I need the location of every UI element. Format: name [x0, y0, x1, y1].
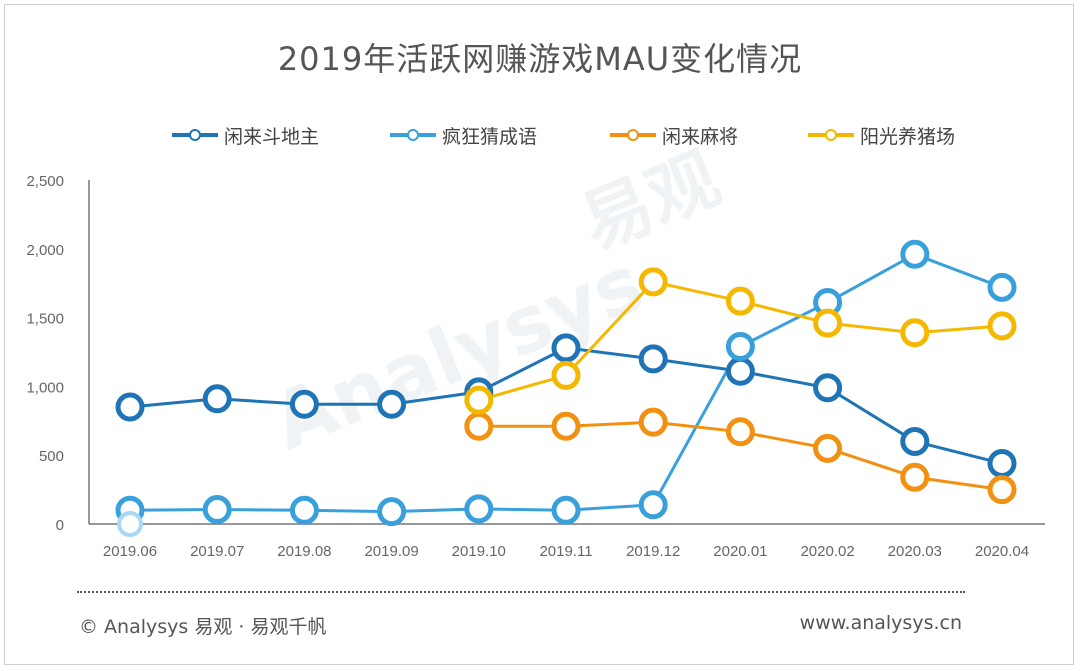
y-tick-label: 1,000 — [26, 379, 64, 396]
series-0-point — [725, 356, 755, 386]
x-tick-label: 2020.01 — [713, 543, 767, 560]
x-tick-label: 2019.08 — [277, 543, 331, 560]
chart-frame — [4, 4, 1074, 665]
x-tick-label: 2020.03 — [888, 543, 942, 560]
series-3-point — [464, 385, 494, 415]
y-tick-label: 0 — [56, 517, 64, 534]
legend-swatch-2 — [610, 129, 656, 141]
x-tick-label: 2019.09 — [364, 543, 418, 560]
series-3-point — [813, 308, 843, 338]
x-tick-label: 2019.06 — [103, 543, 157, 560]
series-3-point — [900, 318, 930, 348]
series-2-point — [987, 475, 1017, 505]
series-0-point — [289, 389, 319, 419]
series-0-point — [813, 373, 843, 403]
series-0-point — [377, 389, 407, 419]
series-0-point — [551, 333, 581, 363]
legend-item-1: 疯狂猜成语 — [390, 118, 537, 152]
footer-website: www.analysys.cn — [799, 612, 962, 634]
y-tick-label: 2,500 — [26, 173, 64, 190]
legend-item-0: 闲来斗地主 — [172, 118, 319, 152]
series-3-point — [551, 360, 581, 390]
series-3-point — [987, 311, 1017, 341]
series-2-point — [725, 417, 755, 447]
series-0-point — [115, 392, 145, 422]
legend-label-3: 阳光养猪场 — [860, 125, 956, 148]
legend-swatch-1 — [390, 129, 436, 141]
x-tick-label: 2019.11 — [539, 543, 592, 560]
series-0-point — [900, 426, 930, 456]
series-1-point — [289, 495, 319, 525]
footer-divider — [77, 591, 965, 593]
series-1-point — [464, 494, 494, 524]
series-3-point — [725, 286, 755, 316]
series-1-point — [638, 490, 668, 520]
series-2-point — [551, 411, 581, 441]
series-1-point — [900, 239, 930, 269]
chart-title: 2019年活跃网赚游戏MAU变化情况 — [277, 40, 803, 78]
series-2-point — [638, 407, 668, 437]
x-tick-label: 2019.10 — [452, 543, 506, 560]
x-tick-label: 2020.02 — [800, 543, 854, 560]
series-0-point — [638, 344, 668, 374]
series-2-point — [900, 462, 930, 492]
legend-swatch-0 — [172, 129, 218, 141]
series-0-point — [987, 448, 1017, 478]
series-1-point — [377, 497, 407, 527]
x-tick-label: 2020.04 — [975, 543, 1029, 560]
legend-label-2: 闲来麻将 — [662, 125, 739, 148]
series-3-point — [638, 267, 668, 297]
legend-item-3: 阳光养猪场 — [808, 118, 955, 152]
series-1-point — [551, 495, 581, 525]
legend-label-1: 疯狂猜成语 — [442, 125, 538, 148]
legend-label-0: 闲来斗地主 — [224, 125, 320, 148]
series-1-point — [987, 272, 1017, 302]
y-tick-label: 1,500 — [26, 311, 64, 328]
y-tick-label: 500 — [39, 448, 64, 465]
x-tick-label: 2019.12 — [626, 543, 680, 560]
footer-copyright: © Analysys 易观 · 易观千帆 — [79, 616, 327, 638]
series-1-point — [202, 495, 232, 525]
series-1-point — [725, 331, 755, 361]
series-1-point — [117, 511, 143, 537]
legend-item-2: 闲来麻将 — [610, 118, 738, 152]
chart-legend: 闲来斗地主 疯狂猜成语 闲来麻将 阳光养猪场 — [0, 118, 1080, 152]
series-0-point — [202, 384, 232, 414]
x-tick-label: 2019.07 — [190, 543, 244, 560]
series-2-point — [813, 433, 843, 463]
series-2-point — [464, 411, 494, 441]
y-tick-label: 2,000 — [26, 242, 64, 259]
legend-swatch-3 — [808, 129, 854, 141]
